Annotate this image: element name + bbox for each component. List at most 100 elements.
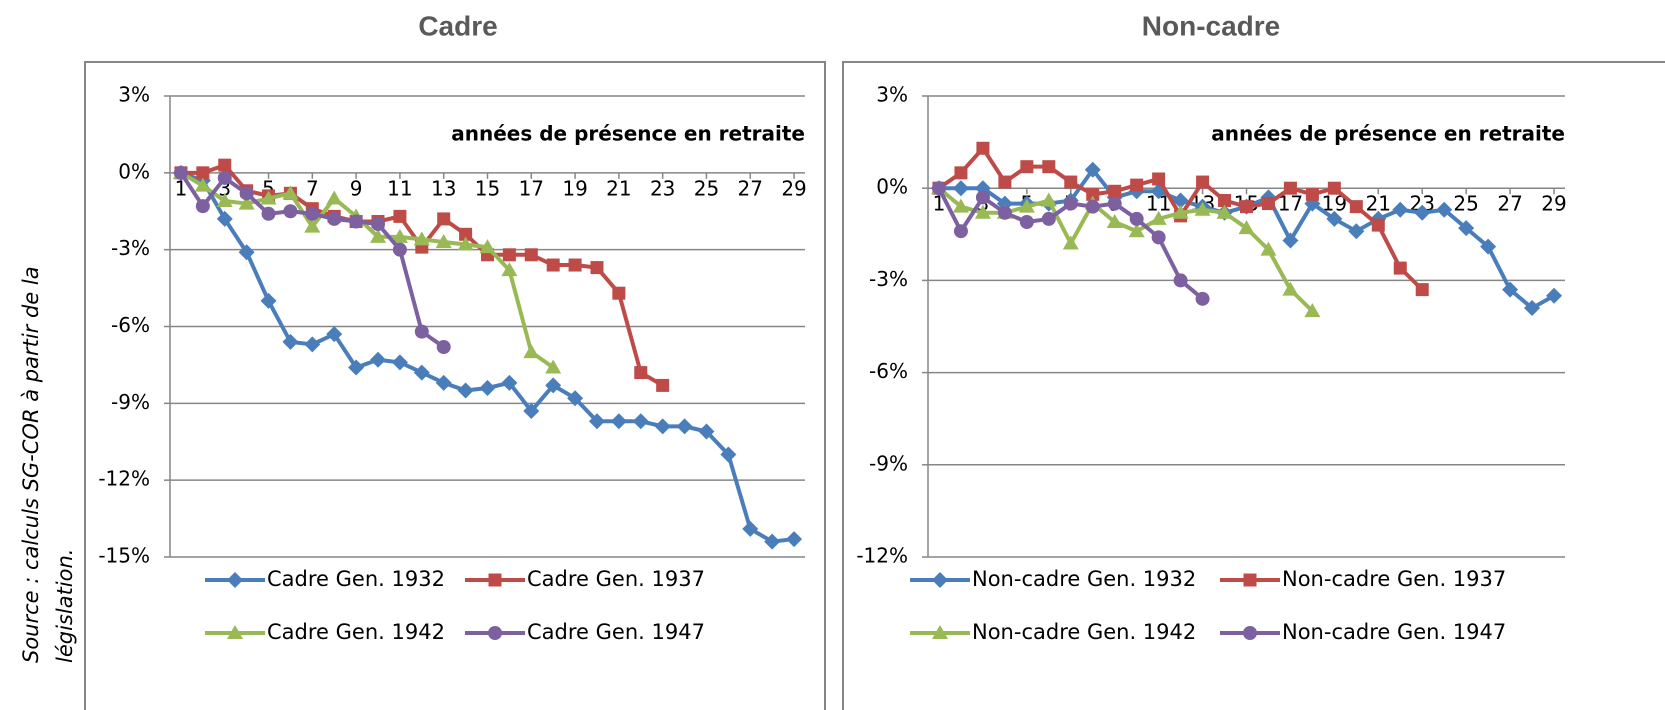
y-tick-label: -9% [111, 390, 150, 414]
marker [1108, 184, 1122, 198]
marker [567, 390, 584, 407]
marker [435, 374, 452, 391]
x-axis-label: années de présence en retraite [1211, 122, 1565, 146]
marker [1238, 220, 1255, 235]
y-tick-label: 0% [876, 175, 908, 199]
marker [326, 190, 343, 205]
marker [371, 217, 386, 232]
legend-marker [488, 573, 502, 587]
y-tick-label: 3% [876, 83, 908, 107]
marker [1107, 196, 1122, 211]
marker [1349, 200, 1363, 214]
marker [216, 193, 233, 208]
x-tick-label: 21 [606, 176, 631, 200]
marker [1524, 300, 1541, 317]
y-tick-label: -3% [869, 267, 908, 291]
marker [1041, 211, 1056, 226]
panel: Non-cadre3%0%-3%-6%-9%-12%13579111315171… [842, 10, 1665, 710]
marker [238, 195, 255, 210]
marker [998, 175, 1012, 189]
marker [1129, 211, 1144, 226]
marker [1106, 214, 1123, 229]
legend-marker [1243, 573, 1257, 587]
marker [239, 186, 254, 201]
marker [261, 206, 276, 221]
y-tick-label: -3% [111, 236, 150, 260]
marker [952, 198, 969, 213]
legend-label: Cadre Gen. 1947 [527, 620, 705, 644]
legend-marker [932, 572, 948, 588]
marker [194, 177, 211, 192]
marker [974, 204, 991, 219]
marker [1393, 261, 1407, 275]
marker [457, 236, 474, 251]
marker [1062, 235, 1079, 250]
marker [523, 344, 540, 359]
x-tick-label: 29 [1541, 192, 1566, 216]
marker [326, 326, 343, 343]
legend-label: Cadre Gen. 1942 [267, 620, 445, 644]
marker [954, 166, 968, 180]
marker [1128, 223, 1145, 238]
marker [786, 531, 803, 548]
marker [327, 211, 342, 226]
marker [1042, 160, 1056, 174]
marker [392, 242, 407, 257]
marker [1172, 192, 1189, 209]
marker [305, 206, 320, 221]
marker [348, 359, 365, 376]
marker [523, 403, 540, 420]
marker [218, 158, 232, 172]
marker [238, 244, 255, 261]
panel-frame [842, 61, 1665, 710]
marker [1282, 281, 1299, 296]
marker [1502, 281, 1519, 298]
marker [1020, 160, 1034, 174]
marker [764, 533, 781, 550]
marker [216, 210, 233, 227]
series-line [180, 170, 795, 544]
x-tick-label: 11 [387, 176, 412, 200]
x-tick-label: 1 [175, 176, 188, 200]
marker [370, 228, 387, 243]
marker [953, 224, 968, 239]
x-tick-label: 27 [738, 176, 763, 200]
marker [283, 204, 298, 219]
marker [282, 185, 299, 200]
x-tick-label: 25 [1453, 192, 1478, 216]
marker [1019, 215, 1034, 230]
marker [1415, 283, 1429, 297]
x-tick-label: 27 [1497, 192, 1522, 216]
marker [479, 379, 496, 396]
x-tick-label: 15 [475, 176, 500, 200]
marker [1414, 204, 1431, 221]
marker [931, 181, 946, 196]
marker [676, 418, 693, 435]
marker [1261, 197, 1275, 211]
marker [413, 364, 430, 381]
marker [260, 190, 277, 205]
marker [568, 258, 582, 272]
marker [1085, 199, 1100, 214]
marker [1304, 303, 1321, 318]
marker [720, 446, 737, 463]
marker [952, 180, 969, 197]
marker [1260, 241, 1277, 256]
marker [1283, 181, 1297, 195]
marker [975, 190, 990, 205]
marker [698, 423, 715, 440]
marker [590, 261, 604, 275]
marker [304, 218, 321, 233]
marker [413, 231, 430, 246]
legend-marker [488, 626, 502, 640]
panel-frame [84, 61, 826, 710]
x-tick-label: 13 [431, 176, 456, 200]
marker [393, 209, 407, 223]
marker [1040, 192, 1057, 207]
marker [976, 141, 990, 155]
marker [1172, 204, 1189, 219]
series-line [179, 171, 555, 370]
legend-marker [932, 625, 948, 639]
marker [1218, 193, 1232, 207]
